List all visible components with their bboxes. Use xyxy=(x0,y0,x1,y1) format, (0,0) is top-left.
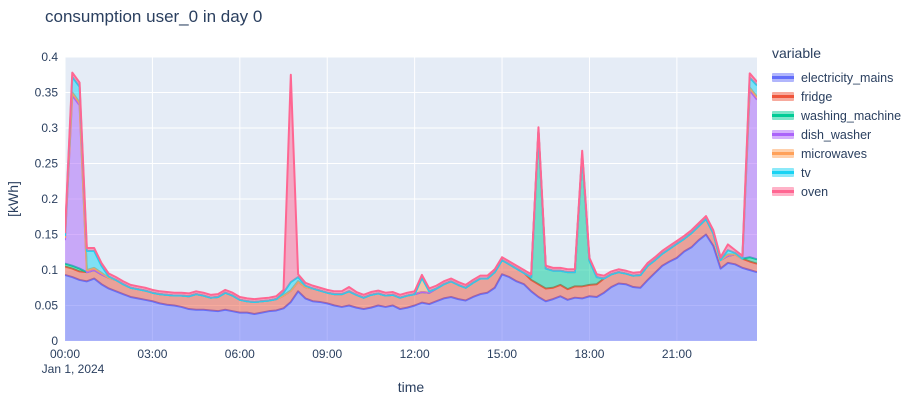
legend-swatch-dish_washer xyxy=(772,130,794,139)
legend-item-electricity_mains[interactable]: electricity_mains xyxy=(772,68,910,87)
legend-swatch-washing_machine xyxy=(772,111,794,120)
legend-item-oven[interactable]: oven xyxy=(772,182,910,201)
legend-swatch-line-dish_washer xyxy=(772,133,794,136)
legend-swatch-fridge xyxy=(772,92,794,101)
x-tick-label: 06:00 xyxy=(225,347,255,361)
x-tick-label: 18:00 xyxy=(574,347,604,361)
area-fridge[interactable] xyxy=(65,218,757,315)
y-tick-label: 0.3 xyxy=(41,121,58,135)
y-tick-label: 0.4 xyxy=(41,50,58,64)
x-tick-label: 15:00 xyxy=(487,347,517,361)
x-tick-label: 21:00 xyxy=(662,347,692,361)
y-tick-label: 0.25 xyxy=(35,157,59,171)
legend-swatch-tv xyxy=(772,168,794,177)
legend-swatch-line-electricity_mains xyxy=(772,76,794,79)
legend-label: tv xyxy=(801,165,811,180)
y-tick-label: 0.1 xyxy=(41,263,58,277)
legend-swatch-line-oven xyxy=(772,190,794,193)
x-tick-label: 09:00 xyxy=(312,347,342,361)
legend-label: washing_machine xyxy=(801,108,902,123)
y-axis-title: [kWh] xyxy=(5,181,21,217)
x-tick-label: 12:00 xyxy=(400,347,430,361)
area-electricity_mains[interactable] xyxy=(65,234,757,342)
legend-label: electricity_mains xyxy=(801,70,894,85)
y-tick-label: 0 xyxy=(51,334,58,348)
line-oven[interactable] xyxy=(65,71,757,301)
legend-title: variable xyxy=(772,45,822,61)
legend-swatch-line-fridge xyxy=(772,95,794,98)
legend-label: fridge xyxy=(801,89,833,104)
legend-item-fridge[interactable]: fridge xyxy=(772,87,910,106)
x-tick-label: 00:00 xyxy=(50,347,80,361)
legend-swatch-line-washing_machine xyxy=(772,114,794,117)
y-tick-label: 0.2 xyxy=(41,192,58,206)
legend-item-tv[interactable]: tv xyxy=(772,163,910,182)
area-washing_machine[interactable] xyxy=(65,131,757,302)
legend-item-dish_washer[interactable]: dish_washer xyxy=(772,125,910,144)
y-tick-label: 0.35 xyxy=(35,86,59,100)
legend-item-washing_machine[interactable]: washing_machine xyxy=(772,106,910,125)
legend-swatch-line-microwaves xyxy=(772,152,794,155)
x-axis-date-label: Jan 1, 2024 xyxy=(42,362,105,376)
x-axis-title: time xyxy=(398,379,425,395)
x-tick-label: 03:00 xyxy=(137,347,167,361)
legend-label: microwaves xyxy=(801,146,867,161)
legend-swatch-line-tv xyxy=(772,171,794,174)
legend-swatch-oven xyxy=(772,187,794,196)
legend-swatch-microwaves xyxy=(772,149,794,158)
legend-label: oven xyxy=(801,184,829,199)
y-tick-label: 0.05 xyxy=(35,299,59,313)
chart-title: consumption user_0 in day 0 xyxy=(45,7,263,26)
y-tick-label: 0.15 xyxy=(35,228,59,242)
legend-swatch-electricity_mains xyxy=(772,73,794,82)
legend-label: dish_washer xyxy=(801,127,872,142)
legend-item-microwaves[interactable]: microwaves xyxy=(772,144,910,163)
